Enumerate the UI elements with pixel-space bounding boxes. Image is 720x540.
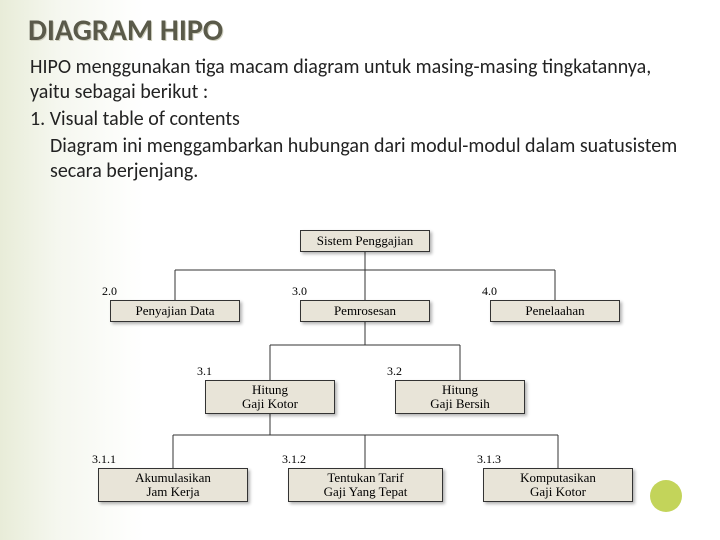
node-number-n313: 3.1.3: [477, 452, 501, 467]
node-n30: Pemrosesan: [300, 300, 430, 322]
node-n40: Penelaahan: [490, 300, 620, 322]
node-n20: Penyajian Data: [110, 300, 240, 322]
hipo-diagram: Sistem Penggajian Penyajian Data2.0 Pemros…: [90, 230, 650, 520]
node-number-n311: 3.1.1: [92, 452, 116, 467]
intro-paragraph: HIPO menggunakan tiga macam diagram untu…: [0, 53, 720, 105]
page-title: DIAGRAM HIPO: [0, 0, 720, 53]
node-number-n32: 3.2: [387, 364, 402, 379]
node-n32: HitungGaji Bersih: [395, 380, 525, 414]
list-item-1: 1. Visual table of contents: [0, 105, 720, 132]
node-number-n31: 3.1: [197, 364, 212, 379]
node-n313: KomputasikanGaji Kotor: [483, 468, 633, 502]
node-number-n20: 2.0: [102, 284, 117, 299]
node-n31: HitungGaji Kotor: [205, 380, 335, 414]
node-n312: Tentukan TarifGaji Yang Tepat: [288, 468, 443, 502]
node-root: Sistem Penggajian: [300, 230, 430, 252]
desc-paragraph: Diagram ini menggambarkan hubungan dari …: [0, 132, 720, 184]
node-number-n40: 4.0: [482, 284, 497, 299]
node-number-n30: 3.0: [292, 284, 307, 299]
accent-dot: [650, 480, 682, 512]
node-number-n312: 3.1.2: [282, 452, 306, 467]
node-n311: AkumulasikanJam Kerja: [98, 468, 248, 502]
